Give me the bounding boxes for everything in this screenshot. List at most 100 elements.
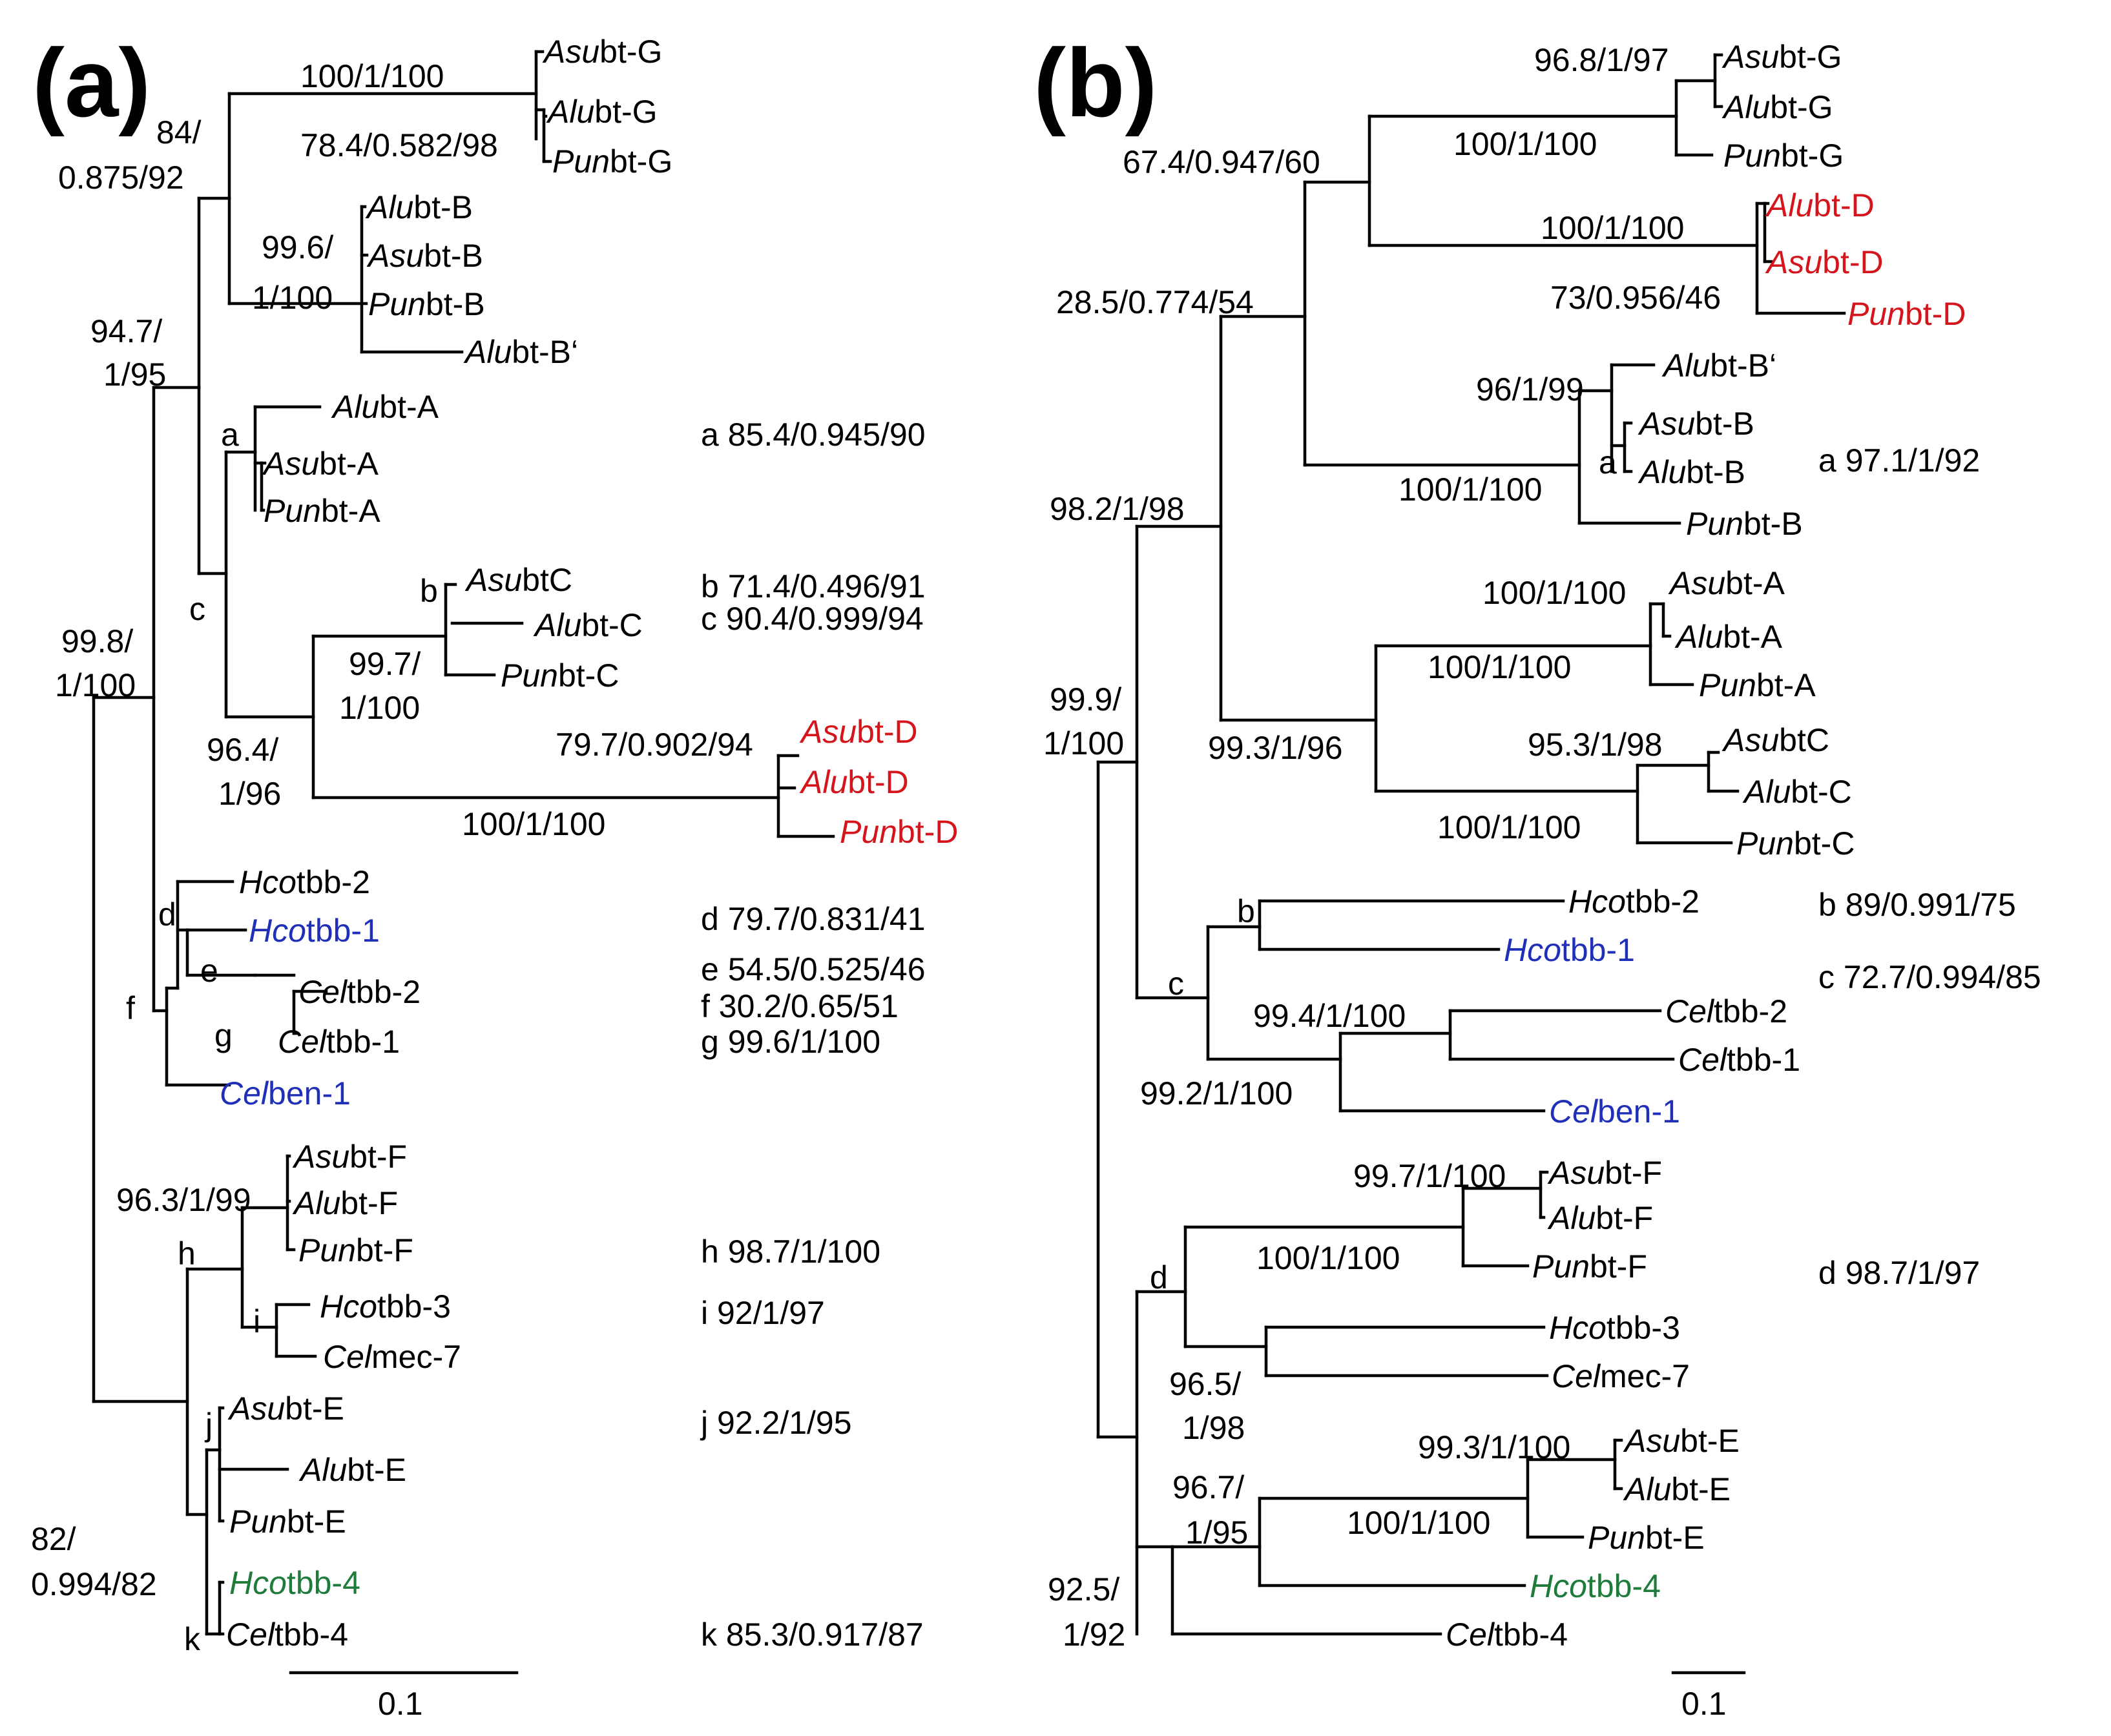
panel-a-legend: a 85.4/0.945/90 b 71.4/0.496/91 c 90.4/0… [700,417,926,1653]
legend-line: j 92.2/1/95 [700,1405,852,1441]
legend-line: b 71.4/0.496/91 [701,568,926,604]
tip-label: Alubt-B‘ [1661,347,1776,384]
tip-label-blue: Hcotbb-1 [249,913,380,949]
tip-label: Alubt-E [298,1452,406,1488]
support-label: 99.7/ [349,646,421,682]
support-label: 1/95 [1185,1514,1248,1551]
panel-b: (b) [1034,28,2041,1722]
tip-label: Alubt-G [1721,89,1833,125]
node-letter: a [1599,444,1617,480]
tip-label: Asubt-G [1721,39,1842,75]
tip-label: Punbt-E [229,1504,346,1540]
tip-label: Hcotbb-3 [320,1288,451,1325]
tip-label: Hcotbb-2 [1568,884,1700,920]
support-label: 99.2/1/100 [1140,1075,1293,1111]
node-letter: f [126,990,135,1026]
panel-b-supports: 96.8/1/97 100/1/100 67.4/0.947/60 100/1/… [1043,42,1721,1653]
tip-label-red: Alubt-D [1765,187,1875,223]
support-label: 100/1/100 [1256,1240,1400,1276]
support-label: 99.7/1/100 [1353,1158,1506,1194]
legend-line: i 92/1/97 [701,1295,825,1331]
support-label: 96.8/1/97 [1534,42,1669,78]
legend-line: c 90.4/0.999/94 [701,601,924,637]
legend-line: b 89/0.991/75 [1818,887,2016,923]
support-label: 100/1/100 [1437,809,1581,845]
tip-label: AsubtC [1721,722,1829,758]
node-letter: e [200,953,218,989]
support-label: 96.3/1/99 [116,1182,251,1218]
tip-label: Alubt-F [1547,1200,1653,1236]
legend-line: a 97.1/1/92 [1818,442,1980,479]
node-letter: a [221,417,239,453]
panel-a-branches [92,50,835,1675]
tip-label: Asubt-A [262,446,379,482]
support-label: 96.5/ [1169,1366,1241,1402]
support-label: 73/0.956/46 [1550,280,1721,316]
legend-line: a 85.4/0.945/90 [701,417,926,453]
tip-label-red: Punbt-D [840,814,958,850]
support-label: 99.9/ [1050,681,1121,718]
panel-b-node-letters: a b c d [1150,444,1617,1296]
support-label: 100/1/100 [300,58,444,94]
panel-a-node-letters: a b c d e f g h i j k [126,417,438,1657]
support-label: 1/100 [252,280,333,316]
tip-label: Alubt-F [292,1185,398,1221]
node-letter: i [253,1303,260,1339]
tip-label: Asubt-A [1668,565,1785,601]
tip-label-red: Punbt-D [1847,296,1966,332]
support-label: 67.4/0.947/60 [1123,144,1320,180]
support-label: 99.3/1/96 [1208,730,1343,766]
tip-label: Punbt-F [1532,1248,1647,1285]
panel-a-supports: 100/1/100 78.4/0.582/98 84/ 0.875/92 99.… [31,58,753,1602]
support-label: 0.994/82 [31,1566,157,1602]
node-letter: j [204,1407,213,1443]
tip-label: Asubt-E [227,1390,344,1427]
tip-label: Alubt-A [1674,619,1783,655]
support-label: 1/100 [339,690,420,726]
tip-label-red: Asubt-D [1765,244,1884,280]
tip-label: Alubt-E [1623,1471,1731,1507]
tip-label: Celtbb-4 [1446,1617,1568,1653]
panel-b-scale-label: 0.1 [1681,1686,1727,1722]
tip-label: Asubt-B [1638,406,1754,442]
tip-label: Punbt-B [1686,506,1803,542]
tip-label-green: Hcotbb-4 [1530,1568,1661,1604]
panel-b-legend: a 97.1/1/92 b 89/0.991/75 c 72.7/0.994/8… [1818,442,2041,1291]
tip-label: Punbt-C [1736,825,1855,862]
support-label: 100/1/100 [1347,1505,1490,1541]
support-label: 92.5/ [1048,1571,1119,1607]
panel-a: (a) [31,28,958,1722]
support-label: 1/96 [218,776,281,812]
support-label: 1/100 [55,667,136,703]
support-label: 96.4/ [207,732,278,768]
tip-label-green: Hcotbb-4 [229,1565,360,1601]
node-letter: k [184,1621,201,1657]
tip-label: Celtbb-1 [278,1024,400,1060]
tip-label: Alubt-C [533,607,643,643]
support-label: 100/1/100 [1482,575,1626,611]
tip-label: Punbt-G [552,143,672,180]
tip-label: Celtbb-2 [1665,993,1787,1029]
tip-label-blue: Celben-1 [1549,1093,1680,1130]
tip-label-blue: Hcotbb-1 [1504,932,1635,968]
tip-label: Asubt-E [1623,1423,1740,1459]
node-letter: d [1150,1259,1168,1296]
tip-label: Hcotbb-3 [1549,1310,1680,1346]
node-letter: c [1168,966,1184,1002]
support-label: 98.2/1/98 [1050,491,1185,527]
tip-label: AsubtC [464,562,572,598]
tip-label: Celmec-7 [323,1339,461,1375]
panel-b-tips: Asubt-G Alubt-G Punbt-G Alubt-D Asubt-D … [1446,39,1966,1653]
legend-line: k 85.3/0.917/87 [701,1617,924,1653]
support-label: 1/98 [1182,1410,1245,1446]
support-label: 1/100 [1043,725,1124,761]
legend-line: e 54.5/0.525/46 [701,951,926,987]
tip-label: Asubt-F [1547,1155,1662,1191]
legend-line: h 98.7/1/100 [701,1234,880,1270]
node-letter: h [178,1235,196,1272]
support-label: 1/92 [1063,1617,1125,1653]
tip-label: Asubt-F [292,1139,407,1175]
support-label: 96.7/ [1172,1469,1244,1505]
panel-a-label: (a) [32,28,151,137]
